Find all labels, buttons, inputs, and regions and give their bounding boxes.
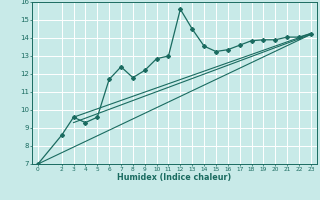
X-axis label: Humidex (Indice chaleur): Humidex (Indice chaleur) xyxy=(117,173,232,182)
